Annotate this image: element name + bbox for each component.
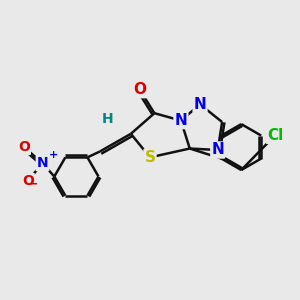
Text: Cl: Cl — [267, 128, 283, 143]
Text: O: O — [22, 174, 34, 188]
Text: −: − — [27, 177, 38, 190]
Text: S: S — [145, 150, 155, 165]
Text: N: N — [175, 113, 187, 128]
Text: O: O — [18, 140, 30, 154]
Text: +: + — [48, 150, 58, 160]
Text: N: N — [194, 97, 206, 112]
Text: O: O — [133, 82, 146, 97]
Text: N: N — [37, 156, 48, 170]
Text: H: H — [101, 112, 113, 126]
Text: N: N — [211, 142, 224, 158]
